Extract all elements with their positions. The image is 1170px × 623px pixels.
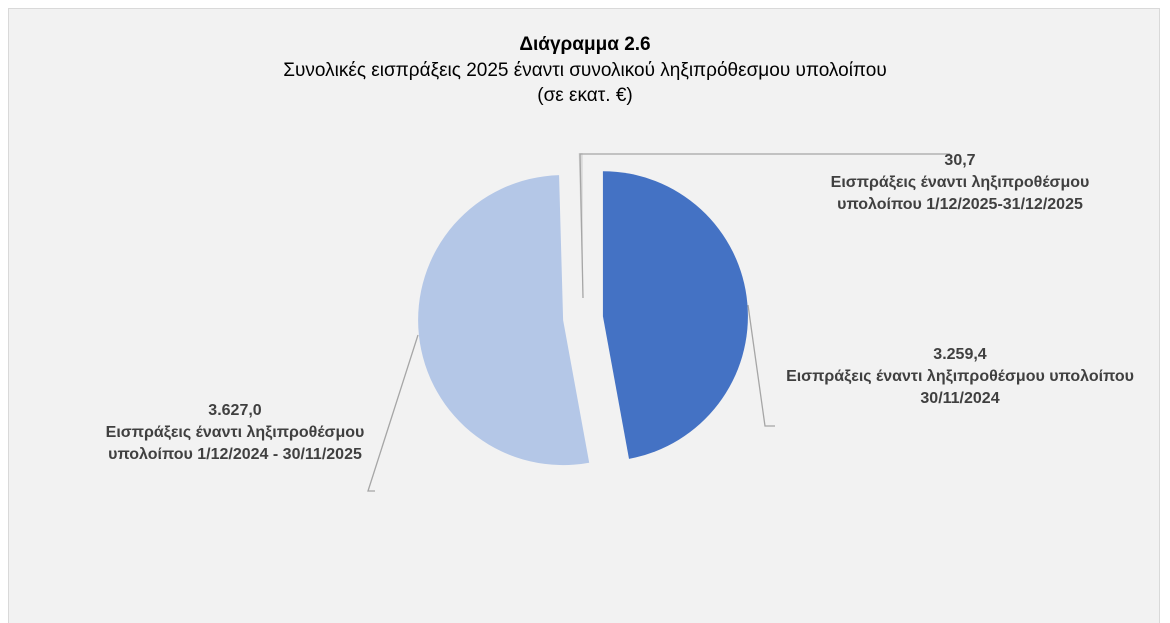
- category-label: Εισπράξεις έναντι ληξιπροθέσμου υπολοίπο…: [105, 424, 365, 463]
- category-label: Εισπράξεις έναντι ληξιπροθέσμου υπολοίπο…: [786, 368, 1134, 407]
- value-label: 30,7: [944, 152, 976, 169]
- unit-label: (σε εκατ. €): [537, 85, 633, 106]
- chart-subtitle: Συνολικές εισπράξεις 2025 έναντι συνολικ…: [283, 60, 887, 81]
- data-label: 3.627,0 Εισπράξεις έναντι ληξιπροθέσμου υ…: [70, 400, 400, 466]
- value-label: 3.627,0: [208, 402, 262, 419]
- pie-slice: [418, 175, 590, 466]
- pie-slice: [602, 171, 748, 459]
- value-label: 3.259,4: [933, 346, 987, 363]
- leader-line: [579, 153, 950, 299]
- data-label: 30,7 Εισπράξεις έναντι ληξιπροθέσμου υπολ…: [790, 150, 1130, 216]
- leader-line: [747, 304, 775, 427]
- category-label: Εισπράξεις έναντι ληξιπροθέσμου υπολοίπο…: [830, 174, 1090, 213]
- chart-title: Διάγραμμα 2.6: [519, 34, 651, 55]
- leader-line: [367, 334, 419, 492]
- chart-area: [8, 8, 1160, 623]
- data-label: 3.259,4 Εισπράξεις έναντι ληξιπροθέσμου υ…: [770, 344, 1150, 410]
